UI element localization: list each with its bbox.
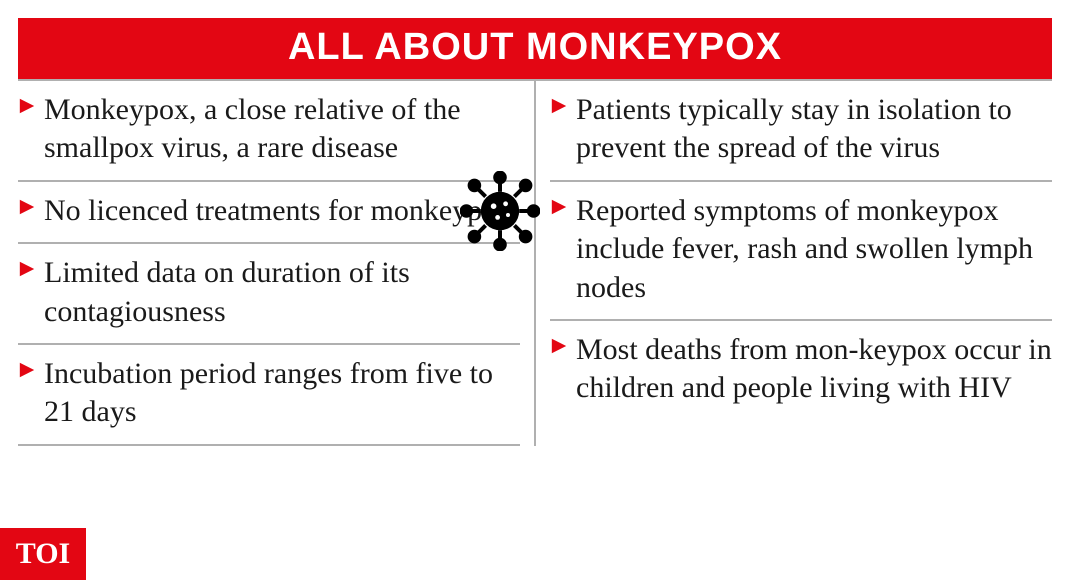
toi-badge-text: TOI <box>16 537 70 571</box>
bullet-arrow-icon <box>550 97 568 121</box>
fact-text: Reported symptoms of monkeypox include f… <box>576 192 1052 307</box>
header-title: ALL ABOUT MONKEYPOX <box>18 18 1052 81</box>
fact-item: Incubation period ranges from five to 21… <box>18 345 520 446</box>
fact-item: Monkeypox, a close relative of the small… <box>18 81 520 182</box>
columns-wrapper: Monkeypox, a close relative of the small… <box>18 81 1052 446</box>
left-column: Monkeypox, a close relative of the small… <box>18 81 534 446</box>
fact-text: Incubation period ranges from five to 21… <box>44 355 520 432</box>
toi-badge: TOI <box>0 528 86 580</box>
fact-item: Limited data on duration of its contagio… <box>18 244 520 345</box>
fact-item: Most deaths from mon-keypox occur in chi… <box>550 321 1052 420</box>
fact-item: No licenced treatments for monkeypox <box>18 182 520 244</box>
fact-text: Most deaths from mon-keypox occur in chi… <box>576 331 1052 408</box>
fact-text: Monkeypox, a close relative of the small… <box>44 91 520 168</box>
virus-icon <box>460 171 540 256</box>
fact-item: Reported symptoms of monkeypox include f… <box>550 182 1052 321</box>
fact-text: Patients typically stay in isolation to … <box>576 91 1052 168</box>
bullet-arrow-icon <box>18 361 36 385</box>
bullet-arrow-icon <box>550 198 568 222</box>
fact-text: Limited data on duration of its contagio… <box>44 254 520 331</box>
infographic-container: ALL ABOUT MONKEYPOX Monkeypox, a close r… <box>0 0 1070 464</box>
right-column: Patients typically stay in isolation to … <box>536 81 1052 446</box>
fact-item: Patients typically stay in isolation to … <box>550 81 1052 182</box>
bullet-arrow-icon <box>18 260 36 284</box>
bullet-arrow-icon <box>18 97 36 121</box>
bullet-arrow-icon <box>18 198 36 222</box>
bullet-arrow-icon <box>550 337 568 361</box>
fact-text: No licenced treatments for monkeypox <box>44 192 512 230</box>
